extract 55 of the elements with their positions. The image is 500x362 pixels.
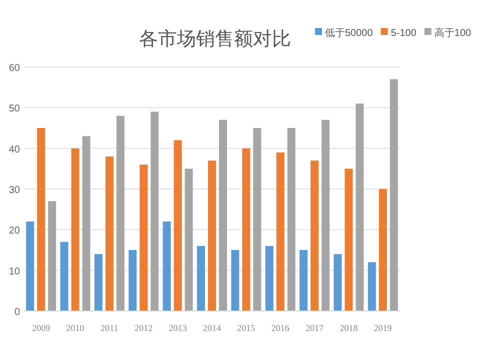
y-tick-label: 20 [8, 226, 20, 237]
bar [94, 254, 102, 311]
x-tick-label: 2010 [66, 323, 85, 333]
x-tick-label: 2018 [340, 323, 358, 333]
bar [140, 164, 148, 311]
bar [48, 201, 56, 311]
bar [242, 148, 250, 311]
bar [197, 246, 205, 311]
bar [322, 120, 330, 311]
chart-title: 各市场销售额对比 [139, 28, 291, 50]
bar [71, 148, 80, 311]
legend-label: 5-100 [390, 28, 417, 39]
x-tick-label: 2013 [168, 323, 188, 333]
bar [184, 168, 193, 311]
y-tick-label: 60 [8, 63, 20, 74]
x-tick-label: 2011 [100, 323, 118, 333]
y-tick-label: 0 [14, 307, 20, 318]
y-tick-label: 50 [8, 104, 20, 115]
bar [300, 250, 308, 311]
x-tick-label: 2012 [134, 323, 153, 333]
bar [60, 242, 68, 311]
legend-label: 高于100 [434, 27, 472, 39]
bar [128, 250, 137, 311]
x-tick-label: 2009 [32, 323, 51, 333]
x-tick-label: 2017 [306, 323, 324, 333]
legend-label: 低于50000 [325, 28, 374, 39]
bar [37, 128, 46, 311]
bar [82, 136, 90, 311]
bar [208, 160, 216, 311]
bar [334, 254, 342, 311]
bar [26, 222, 34, 311]
bar [378, 189, 387, 311]
bar [116, 116, 124, 311]
bar [344, 168, 353, 311]
y-tick-label: 40 [8, 144, 20, 156]
bar [219, 120, 227, 311]
bar [356, 104, 364, 311]
x-tick-label: 2015 [237, 323, 256, 333]
bar [368, 262, 376, 311]
bar [276, 152, 284, 311]
bar [310, 160, 319, 311]
bar [105, 156, 114, 311]
bar [287, 128, 296, 311]
bar [390, 79, 398, 311]
bar [253, 128, 262, 311]
bar [162, 222, 171, 311]
bar [174, 140, 182, 311]
bar [150, 112, 159, 311]
x-tick-label: 2014 [203, 323, 222, 333]
bar [265, 246, 274, 311]
x-tick-label: 2016 [271, 323, 290, 333]
y-tick-label: 30 [8, 185, 20, 196]
bar [231, 250, 240, 311]
x-tick-label: 2019 [374, 323, 392, 333]
y-tick-label: 10 [8, 266, 20, 278]
